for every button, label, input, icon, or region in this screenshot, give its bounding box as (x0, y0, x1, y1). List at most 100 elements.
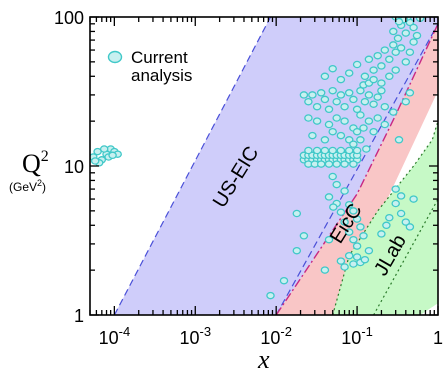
data-point (373, 114, 382, 122)
data-point (359, 124, 368, 132)
data-point (385, 72, 394, 81)
data-point (340, 218, 349, 226)
data-points (90, 17, 425, 300)
data-point (328, 146, 337, 155)
y-axis-units: (GeV2) (9, 178, 46, 194)
legend-line-2: analysis (131, 66, 192, 85)
data-point (329, 203, 338, 211)
data-point (369, 66, 378, 74)
data-point (344, 89, 354, 97)
data-point (364, 55, 374, 64)
data-point (312, 117, 322, 125)
legend: Current analysis (107, 48, 192, 85)
data-point (409, 23, 418, 32)
data-point (324, 235, 334, 244)
data-point (349, 207, 358, 215)
x-tick-label: 10-1 (341, 324, 373, 348)
x-axis-label: x (257, 345, 270, 374)
data-point (389, 108, 398, 116)
data-point (328, 127, 337, 136)
data-point (332, 114, 341, 122)
data-point (369, 75, 378, 84)
data-point (391, 199, 400, 208)
data-point (377, 79, 386, 87)
data-point (369, 127, 378, 136)
data-point (349, 260, 358, 268)
data-point (90, 157, 100, 165)
data-point (279, 276, 289, 285)
axis-ticks: 10-4 10-3 10-2 10-1 1 1 10 100 (54, 8, 443, 348)
data-point (304, 97, 313, 106)
data-point (396, 209, 406, 218)
data-point (308, 131, 317, 140)
data-point (336, 208, 346, 216)
data-point (324, 120, 334, 129)
data-point (396, 192, 406, 200)
data-point (405, 223, 415, 231)
data-point (352, 215, 362, 223)
data-point (292, 246, 302, 255)
data-point (99, 145, 109, 153)
data-point (332, 97, 341, 106)
us-eic-lower-boundary (275, 23, 438, 315)
data-point (360, 255, 370, 264)
x-tick-label: 10-4 (99, 324, 131, 348)
data-point (405, 48, 415, 56)
x-tick-label: 10-2 (260, 324, 292, 348)
data-point (389, 27, 398, 36)
data-point (391, 66, 400, 74)
data-point (308, 91, 317, 99)
data-point (336, 131, 346, 140)
data-point (356, 223, 365, 231)
data-point (304, 146, 313, 155)
data-point (324, 105, 334, 114)
data-point (108, 151, 117, 160)
data-point (389, 41, 398, 49)
data-point (312, 102, 322, 111)
data-point (356, 136, 365, 144)
data-point (292, 209, 302, 218)
data-point (352, 242, 362, 250)
data-point (332, 180, 341, 189)
data-point (316, 89, 326, 97)
data-point (352, 146, 362, 155)
data-point (324, 160, 334, 168)
legend-marker (107, 50, 123, 64)
data-point (405, 89, 415, 97)
data-point (382, 221, 391, 230)
data-point (299, 232, 309, 240)
data-point (373, 93, 382, 101)
data-point (320, 95, 330, 104)
data-point (320, 72, 330, 81)
data-point (352, 127, 362, 136)
data-point (373, 51, 382, 60)
data-point (340, 187, 349, 195)
y-axis-label: Q2 (22, 148, 49, 178)
data-point (360, 72, 370, 81)
data-point (340, 102, 349, 111)
data-point (340, 160, 349, 168)
data-point (320, 146, 330, 155)
data-point (401, 58, 411, 66)
data-point (377, 62, 386, 70)
data-point (328, 86, 337, 95)
data-point (394, 136, 404, 144)
data-point (359, 232, 368, 240)
data-point (328, 64, 337, 73)
data-point (364, 91, 374, 99)
data-point (394, 17, 404, 26)
data-point (324, 193, 334, 201)
legend-line-1: Current (131, 48, 188, 67)
y-tick-label: 100 (54, 8, 84, 28)
data-point (336, 146, 346, 155)
data-point (362, 145, 371, 153)
data-point (316, 160, 326, 168)
data-point (369, 100, 378, 108)
data-point (393, 34, 403, 43)
data-point (380, 46, 390, 54)
data-point (344, 200, 354, 209)
data-point (299, 91, 309, 99)
data-point (380, 120, 390, 129)
data-point (336, 257, 346, 265)
data-point (352, 60, 362, 69)
